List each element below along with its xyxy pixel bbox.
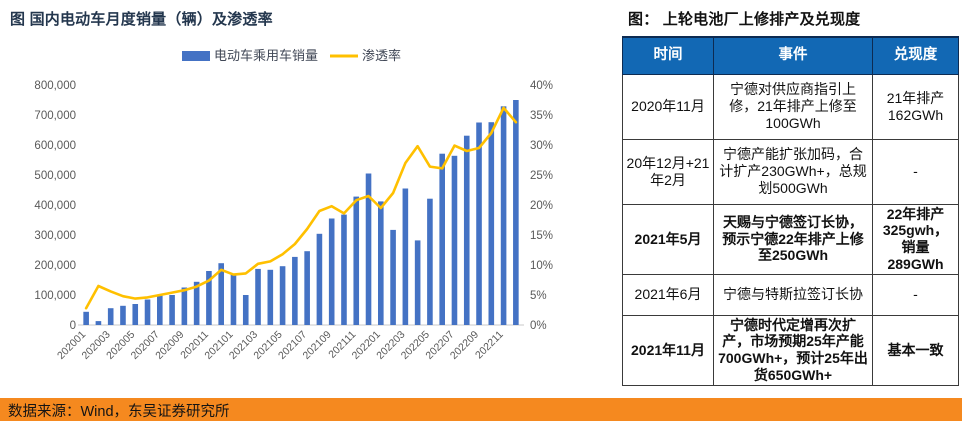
sales-bar [328, 218, 335, 325]
left-axis-tick: 800,000 [34, 80, 76, 92]
sales-bar [292, 256, 298, 325]
legend-label-penetration: 渗透率 [362, 48, 401, 63]
sales-bar [107, 308, 114, 325]
battery-production-table: 时间 事件 兑现度 2020年11月 宁德对供应商指引上修，21年排产上修至100GW… [622, 36, 959, 386]
time-cell: 2021年6月 [622, 273, 714, 316]
sales-bar [242, 295, 249, 325]
sales-bar [341, 214, 347, 325]
sales-bar [304, 251, 310, 325]
sales-bar [402, 188, 409, 325]
data-source-text: 数据来源：Wind，东吴证券研究所 [8, 404, 230, 420]
ev-sales-penetration-chart: 电动车乘用车销量 渗透率 0 100,000 200,000 300,000 400,000… [0, 42, 600, 392]
sales-bar [488, 122, 495, 325]
sales-bar [157, 295, 163, 325]
fulfillment-cell: - [872, 138, 959, 205]
left-axis-tick: 400,000 [34, 200, 76, 212]
right-axis-tick: 0% [530, 320, 547, 332]
table-row: 2021年11月 宁德时代定增再次扩产，市场预期25年产能700GWh+，预计25… [622, 314, 959, 386]
left-axis-tick: 200,000 [34, 260, 76, 272]
legend-label-sales: 电动车乘用车销量 [214, 48, 318, 63]
sales-bar [365, 173, 372, 325]
time-cell: 20年12月+21年2月 [622, 138, 714, 205]
right-axis-tick: 5% [530, 290, 547, 302]
column-header-0: 时间 [622, 36, 714, 75]
sales-bar [451, 155, 458, 325]
left-axis-tick: 600,000 [34, 140, 76, 152]
sales-bar [169, 295, 175, 325]
left-axis-tick: 300,000 [34, 230, 76, 242]
right-axis-tick: 30% [530, 140, 553, 152]
chart-canvas: 电动车乘用车销量 渗透率 0 100,000 200,000 300,000 400,000… [34, 48, 553, 362]
table-row: 2021年6月 宁德与特斯拉签订长协 - [622, 273, 959, 316]
right-axis-tick: 25% [530, 170, 553, 182]
left-axis-tick: 700,000 [34, 110, 76, 122]
table-row: 20年12月+21年2月 宁德产能扩张加码，合计扩产230GWh+，总规划500G… [622, 138, 959, 205]
right-axis-tick: 40% [530, 80, 553, 92]
event-cell: 宁德对供应商指引上修，21年排产上修至100GWh [713, 73, 873, 140]
sales-bar [390, 229, 396, 325]
sales-bar [513, 100, 519, 325]
time-cell: 2020年11月 [622, 73, 714, 140]
sales-bar [181, 287, 188, 325]
sales-bar [95, 321, 102, 325]
right-axis-tick: 15% [530, 230, 553, 242]
fulfillment-cell: 21年排产162GWh [872, 73, 959, 140]
sales-bar [206, 271, 212, 325]
penetration-line [84, 106, 518, 310]
left-axis-tick: 500,000 [34, 170, 76, 182]
sales-bar [120, 305, 126, 325]
table-header: 时间 事件 兑现度 [622, 36, 959, 75]
fulfillment-cell: 22年排产325gwh，销量289GWh [872, 203, 959, 275]
event-cell: 宁德与特斯拉签订长协 [713, 273, 873, 316]
sales-bar [83, 311, 89, 325]
right-axis-tick: 10% [530, 260, 553, 272]
sales-bar [279, 266, 286, 325]
source-bar: 数据来源：Wind，东吴证券研究所 [0, 398, 962, 421]
table-row: 2020年11月 宁德对供应商指引上修，21年排产上修至100GWh 21年排产16… [622, 73, 959, 140]
sales-bar [316, 233, 323, 325]
sales-bar [378, 201, 384, 325]
chart-title: 图 国内电动车月度销量（辆）及渗透率 [10, 11, 273, 28]
right-axis-tick: 35% [530, 110, 553, 122]
sales-bar [193, 281, 200, 325]
sales-bar [463, 135, 470, 325]
sales-bar [230, 274, 237, 325]
fulfillment-cell: - [872, 273, 959, 316]
sales-bar [218, 263, 224, 325]
right-axis-tick: 20% [530, 200, 553, 212]
sales-bar [267, 269, 274, 325]
sales-bar [414, 240, 421, 325]
sales-bar [144, 299, 151, 325]
time-cell: 2021年5月 [622, 203, 714, 275]
sales-bar [427, 198, 433, 325]
fulfillment-cell: 基本一致 [872, 314, 959, 386]
event-cell: 宁德时代定增再次扩产，市场预期25年产能700GWh+，预计25年出货650GW… [713, 314, 873, 386]
sales-bar [476, 122, 482, 325]
x-axis-tick: 202211 [473, 329, 506, 362]
sales-bar [353, 196, 360, 325]
event-cell: 宁德产能扩张加码，合计扩产230GWh+，总规划500GWh [713, 138, 873, 205]
sales-bar [439, 153, 445, 325]
table-title: 图： 上轮电池厂上修排产及兑现度 [628, 11, 861, 28]
legend-bar-swatch [182, 51, 210, 61]
left-axis-tick: 100,000 [34, 290, 76, 302]
sales-bar [132, 304, 139, 325]
column-header-1: 事件 [713, 36, 873, 75]
sales-bar [255, 268, 261, 325]
time-cell: 2021年11月 [622, 314, 714, 386]
event-cell: 天赐与宁德签订长协，预示宁德22年排产上修至250GWh [713, 203, 873, 275]
left-axis-tick: 0 [70, 320, 76, 332]
column-header-2: 兑现度 [872, 36, 959, 75]
table-row: 2021年5月 天赐与宁德签订长协，预示宁德22年排产上修至250GWh 22年排产… [622, 203, 959, 275]
sales-bar [500, 106, 507, 325]
